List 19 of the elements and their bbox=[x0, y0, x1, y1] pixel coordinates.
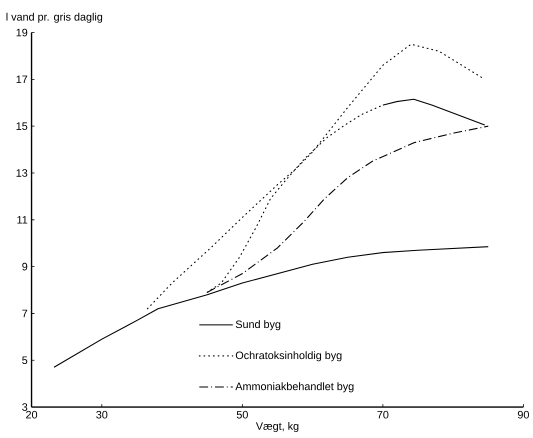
y-tick-label: 5 bbox=[22, 356, 28, 364]
x-axis-title: Vægt, kg bbox=[256, 422, 298, 432]
y-tick-label: 11 bbox=[17, 216, 28, 224]
x-tick-label: 70 bbox=[377, 411, 388, 419]
y-tick-label: 13 bbox=[16, 169, 28, 177]
y-tick-label: 19 bbox=[16, 28, 28, 37]
x-tick-label: 20 bbox=[26, 411, 38, 419]
y-tick-label: 9 bbox=[22, 262, 28, 271]
y-tick-label: 7 bbox=[22, 310, 28, 318]
y-tick-label: 3 bbox=[22, 403, 28, 412]
y-tick-label: 15 bbox=[16, 122, 28, 130]
x-tick-label: 30 bbox=[96, 411, 108, 419]
legend-label: Ammoniakbehandlet byg bbox=[235, 382, 354, 393]
legend-label: Sund byg bbox=[236, 320, 280, 330]
x-tick-label: 50 bbox=[236, 411, 248, 419]
x-tick-label: 90 bbox=[518, 411, 529, 419]
legend-label: Ochratoksinholdig byg bbox=[236, 351, 342, 362]
y-tick-label: 17 bbox=[16, 76, 28, 84]
y-axis-title: l vand pr. gris daglig bbox=[6, 12, 102, 23]
